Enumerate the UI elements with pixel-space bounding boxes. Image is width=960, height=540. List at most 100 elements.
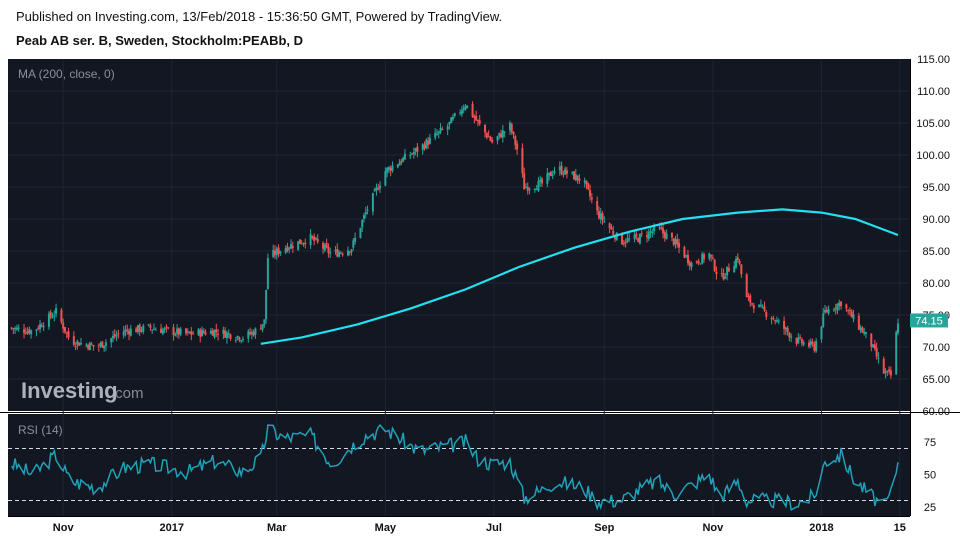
candle-body (425, 139, 428, 149)
candle-body (15, 327, 18, 330)
candle-body (384, 171, 387, 186)
candle-body (439, 127, 442, 132)
time-tick-label: 2018 (809, 522, 833, 534)
price-pane (8, 59, 910, 411)
candle-body (861, 327, 864, 333)
candle-body (140, 330, 143, 332)
candle-body (354, 237, 357, 242)
candle-body (512, 131, 515, 135)
candle-body (674, 239, 677, 245)
candle-body (391, 165, 394, 171)
candle-body (327, 246, 330, 253)
candle-body (453, 113, 456, 116)
candle-body (870, 333, 873, 347)
candle-body (236, 335, 239, 339)
chart-symbol-title: Peab AB ser. B, Sweden, Stockholm:PEABb,… (16, 33, 304, 48)
candle-body (884, 371, 887, 374)
candle-body (872, 344, 875, 348)
candle-body (190, 331, 193, 335)
candle-body (751, 303, 754, 305)
candle-body (113, 334, 116, 337)
candle-body (277, 247, 280, 254)
candle-body (65, 332, 68, 334)
rsi-grid (8, 448, 910, 501)
candle-body (745, 274, 748, 298)
rsi-line (10, 423, 899, 511)
candle-body (238, 337, 241, 341)
candle-body (254, 328, 257, 335)
candle-body (177, 328, 180, 335)
candle-body (279, 251, 282, 254)
candle-body (135, 328, 138, 333)
candle-body (597, 210, 600, 219)
candle-body (702, 254, 705, 260)
candle-body (565, 170, 568, 174)
candle-body (201, 329, 204, 337)
rsi-tick-label: 25 (924, 502, 936, 514)
candle-body (574, 174, 577, 181)
candle-body (822, 313, 825, 327)
rsi-tick-label: 75 (924, 437, 936, 449)
candle-body (733, 266, 736, 273)
candle-body (747, 296, 750, 298)
candle-body (672, 238, 675, 245)
price-axis: 60.0065.0070.0075.0080.0085.0090.0095.00… (916, 54, 950, 418)
candle-body (222, 329, 225, 334)
candle-body (14, 327, 17, 330)
candle-body (777, 320, 780, 322)
candle-body (850, 311, 853, 318)
candle-body (489, 137, 492, 141)
candle-body (172, 327, 175, 336)
candle-body (549, 171, 552, 177)
candle-body (813, 344, 816, 351)
candle-body (708, 253, 711, 259)
candle-body (802, 342, 805, 345)
candle-body (17, 327, 20, 329)
time-tick-label: Nov (702, 522, 724, 534)
candle-body (211, 330, 214, 336)
candle-body (213, 329, 216, 338)
candle-body (136, 325, 139, 333)
candle-body (152, 328, 155, 330)
candle-body (322, 242, 325, 249)
candle-body (665, 233, 668, 240)
candle-body (578, 178, 581, 181)
candle-body (553, 171, 556, 174)
candle-body (28, 329, 31, 334)
candle-body (727, 267, 730, 272)
candle-body (663, 232, 666, 239)
candle-body (115, 335, 118, 337)
candle-body (229, 334, 232, 339)
candle-body (676, 239, 679, 245)
candle-body (204, 332, 207, 335)
candle-body (209, 330, 212, 334)
candle-body (197, 329, 200, 335)
candle-body (701, 253, 704, 264)
candle-body (683, 247, 686, 258)
candle-body (847, 309, 850, 311)
candle-body (225, 332, 228, 339)
candle-body (759, 304, 762, 306)
candle-body (47, 313, 50, 327)
candle-body (521, 147, 524, 174)
candle-body (523, 173, 526, 190)
candle-body (154, 329, 157, 331)
candle-body (215, 329, 218, 333)
candle-body (535, 189, 538, 191)
candle-body (738, 260, 741, 264)
candle-body (101, 341, 104, 348)
candle-body (53, 315, 56, 317)
candle-body (800, 339, 803, 344)
rsi-tick-label: 50 (924, 470, 936, 482)
candle-body (379, 185, 382, 189)
candle-body (537, 180, 540, 191)
candle-body (464, 106, 467, 110)
candle-body (275, 248, 278, 256)
candle-body (526, 186, 529, 191)
candle-body (364, 211, 367, 215)
time-tick-label: Mar (267, 522, 287, 534)
candle-body (414, 148, 417, 152)
candle-body (309, 234, 312, 246)
candlestick-series (10, 101, 899, 379)
candle-body (23, 329, 26, 333)
